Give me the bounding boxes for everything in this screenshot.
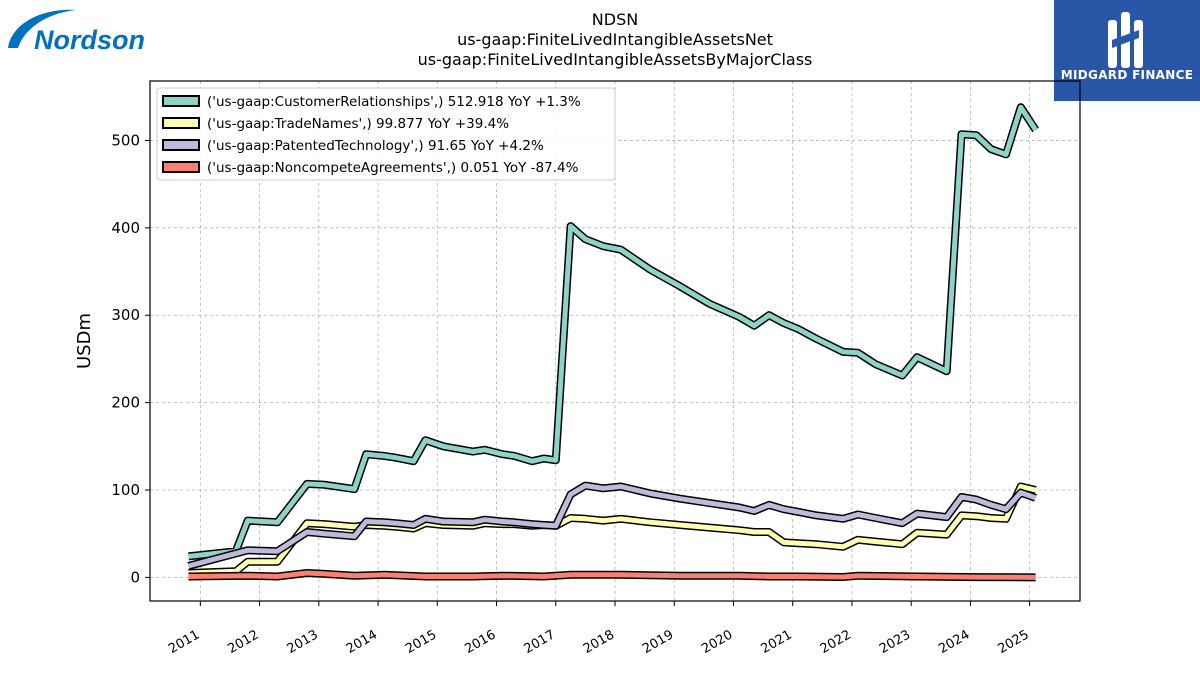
chart-title-ticker: NDSN xyxy=(591,10,639,29)
nordson-logo-mark: Nordson xyxy=(8,9,145,55)
nordson-logo: Nordson xyxy=(4,4,145,56)
x-tick-label: 2024 xyxy=(936,627,972,657)
legend-swatch-1 xyxy=(162,117,200,129)
x-tick-label: 2015 xyxy=(403,627,439,657)
y-tick-label: 400 xyxy=(111,219,140,237)
chart-title: NDSN us-gaap:FiniteLivedIntangibleAssets… xyxy=(300,10,930,70)
legend: ('us-gaap:CustomerRelationships',) 512.9… xyxy=(156,87,616,181)
y-tick-label: 500 xyxy=(111,131,140,149)
y-tick-label: 0 xyxy=(130,568,140,586)
legend-label-2: ('us-gaap:PatentedTechnology',) 91.65 Yo… xyxy=(207,138,544,154)
chart-title-class: us-gaap:FiniteLivedIntangibleAssetsByMaj… xyxy=(417,50,813,69)
x-tick-label: 2011 xyxy=(166,627,202,657)
y-tick-label: 100 xyxy=(111,481,140,499)
midgard-logo-mark xyxy=(1108,12,1143,68)
midgard-finance-logo: MIDGARD FINANCE xyxy=(1054,0,1200,101)
x-tick-label: 2023 xyxy=(877,627,913,657)
x-tick-label: 2025 xyxy=(995,627,1031,657)
y-tick-label: 300 xyxy=(111,306,140,324)
chart-title-concept: us-gaap:FiniteLivedIntangibleAssetsNet xyxy=(457,30,773,49)
legend-swatch-3 xyxy=(162,161,200,173)
x-tick-label: 2014 xyxy=(344,627,380,657)
legend-swatch-2 xyxy=(162,139,200,151)
nordson-logo-text: Nordson xyxy=(34,25,144,55)
x-tick-label: 2020 xyxy=(699,627,735,657)
x-tick-label: 2016 xyxy=(462,627,498,657)
series-line-3 xyxy=(188,570,1036,580)
series-line-0 xyxy=(188,104,1038,559)
series-layer xyxy=(187,103,1039,582)
x-tick-label: 2017 xyxy=(522,627,558,657)
x-tick-label: 2019 xyxy=(640,627,676,657)
legend-label-0: ('us-gaap:CustomerRelationships',) 512.9… xyxy=(207,94,581,110)
x-tick-label: 2021 xyxy=(759,627,795,657)
y-tick-label: 200 xyxy=(111,394,140,412)
legend-box xyxy=(156,87,616,181)
midgard-logo-text: MIDGARD FINANCE xyxy=(1060,68,1194,82)
x-tick-label: 2022 xyxy=(818,627,854,657)
x-tick-label: 2018 xyxy=(581,627,617,657)
x-tick-label: 2013 xyxy=(285,627,321,657)
y-axis-label: USDm xyxy=(74,313,95,369)
legend-label-1: ('us-gaap:TradeNames',) 99.877 YoY +39.4… xyxy=(207,116,509,132)
series-line-2 xyxy=(187,483,1037,569)
x-tick-label: 2012 xyxy=(225,627,261,657)
legend-swatch-0 xyxy=(162,95,200,107)
legend-label-3: ('us-gaap:NoncompeteAgreements',) 0.051 … xyxy=(207,160,579,176)
